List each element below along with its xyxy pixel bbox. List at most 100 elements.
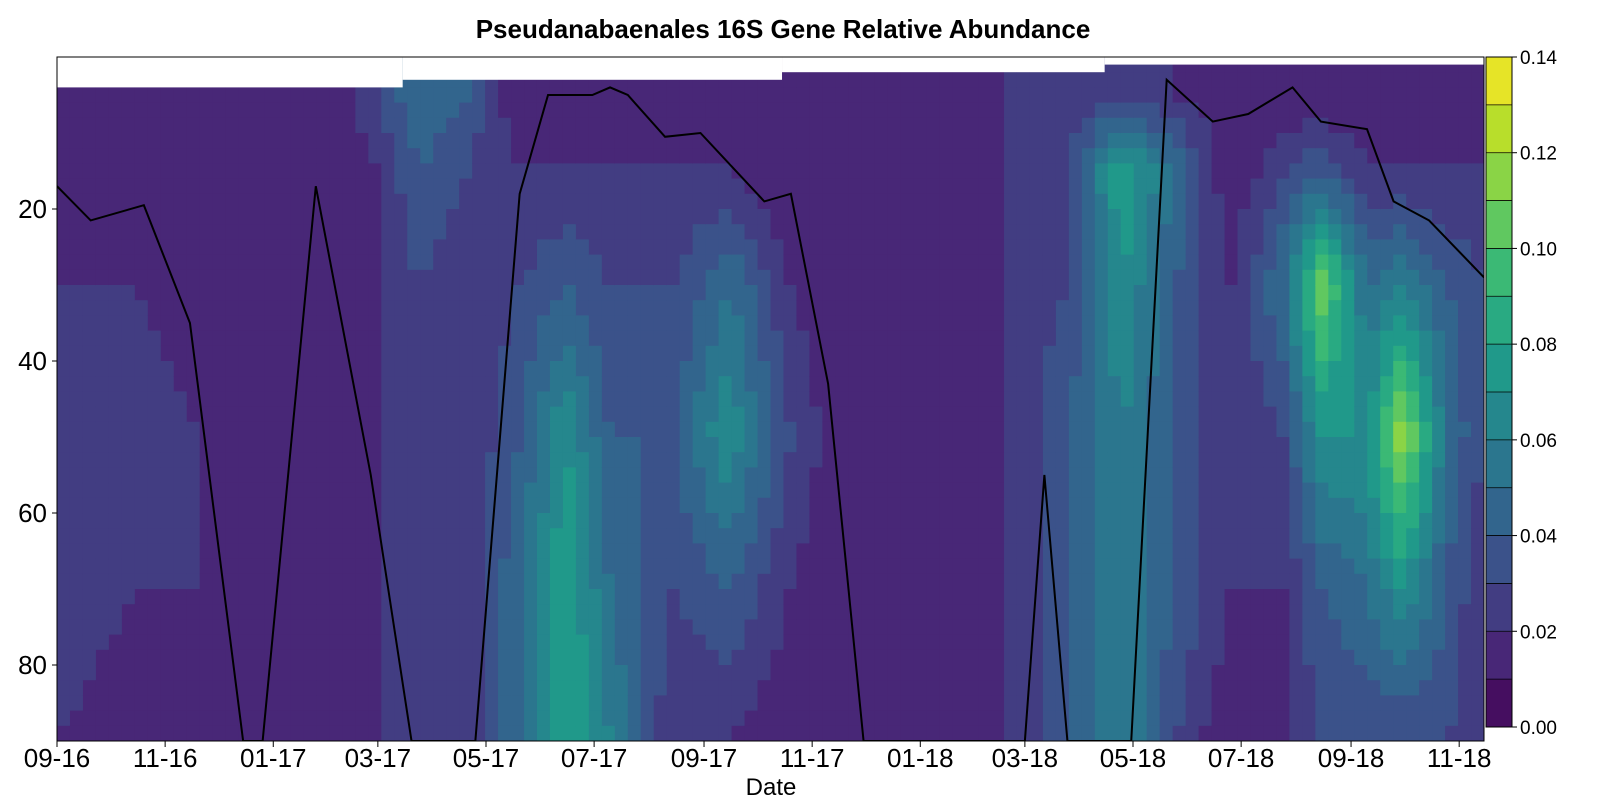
contour-cell (679, 239, 694, 256)
contour-cell (238, 543, 253, 560)
contour-cell (1055, 710, 1070, 727)
contour-cell (1211, 421, 1226, 438)
contour-cell (1380, 72, 1394, 88)
contour-cell (770, 406, 785, 423)
contour-cell (770, 497, 785, 514)
contour-cell (1004, 269, 1018, 286)
contour-cell (731, 178, 746, 195)
contour-cell (342, 725, 356, 741)
contour-cell (225, 178, 240, 195)
contour-cell (251, 589, 266, 605)
contour-cell (69, 300, 84, 316)
contour-cell (1094, 102, 1109, 119)
contour-cell (1341, 543, 1355, 560)
contour-cell (186, 300, 201, 316)
contour-cell (627, 725, 642, 741)
contour-cell (1133, 452, 1148, 468)
contour-cell (342, 254, 356, 271)
contour-cell (407, 209, 421, 225)
contour-cell (965, 376, 979, 392)
contour-cell (796, 710, 811, 727)
contour-cell (1146, 543, 1161, 560)
contour-cell (1341, 361, 1355, 377)
contour-cell (965, 239, 979, 256)
contour-cell (1289, 148, 1303, 164)
contour-cell (511, 573, 525, 590)
contour-cell (290, 513, 305, 529)
contour-cell (69, 391, 84, 408)
contour-cell (160, 558, 175, 575)
contour-cell (666, 649, 681, 666)
contour-cell (1016, 72, 1031, 88)
contour-cell (1133, 72, 1148, 88)
contour-cell (511, 452, 525, 468)
contour-cell (472, 649, 486, 666)
contour-cell (1263, 148, 1278, 164)
contour-cell (160, 467, 175, 484)
contour-cell (913, 467, 927, 484)
contour-cell (601, 391, 616, 408)
contour-cell (1004, 725, 1018, 741)
x-tick-label: 05-18 (1100, 743, 1167, 773)
contour-cell (770, 528, 785, 544)
contour-cell (199, 178, 214, 195)
contour-cell (536, 361, 551, 377)
contour-cell (1172, 87, 1187, 104)
contour-cell (1107, 163, 1122, 180)
contour-cell (887, 437, 901, 453)
contour-cell (770, 315, 785, 332)
contour-cell (913, 543, 927, 560)
contour-cell (1432, 133, 1446, 149)
contour-cell (1432, 695, 1446, 712)
contour-cell (913, 452, 927, 468)
contour-cell (1146, 269, 1161, 286)
contour-cell (1354, 421, 1368, 438)
contour-cell (692, 285, 707, 301)
contour-cell (433, 710, 447, 727)
contour-cell (1471, 482, 1484, 499)
contour-cell (1107, 285, 1122, 301)
contour-cell (1094, 239, 1109, 256)
contour-cell (848, 163, 862, 180)
contour-cell (913, 695, 927, 712)
contour-cell (446, 330, 460, 347)
contour-cell (225, 254, 240, 271)
contour-cell (95, 178, 110, 195)
contour-cell (82, 725, 97, 741)
contour-cell (108, 482, 123, 499)
contour-cell (407, 285, 421, 301)
contour-cell (809, 482, 823, 499)
contour-cell (1276, 543, 1291, 560)
contour-cell (1289, 634, 1303, 651)
contour-cell (718, 665, 733, 681)
contour-cell (1198, 193, 1213, 210)
contour-cell (1458, 72, 1472, 88)
contour-cell (277, 725, 292, 741)
contour-cell (1419, 102, 1433, 119)
contour-cell (134, 209, 149, 225)
contour-cell (1055, 239, 1070, 256)
contour-cell (1445, 269, 1459, 286)
contour-cell (1029, 269, 1044, 286)
contour-cell (835, 725, 849, 741)
contour-cell (848, 72, 862, 88)
contour-cell (446, 528, 460, 544)
contour-cell (57, 254, 71, 271)
contour-cell (1016, 269, 1031, 286)
contour-cell (186, 634, 201, 651)
contour-cell (718, 543, 733, 560)
contour-cell (433, 452, 447, 468)
contour-cell (1276, 376, 1291, 392)
contour-cell (1341, 725, 1355, 741)
contour-cell (1289, 133, 1303, 149)
contour-cell (1094, 178, 1109, 195)
contour-cell (459, 604, 473, 620)
contour-cell (770, 695, 785, 712)
contour-cell (342, 543, 356, 560)
contour-cell (614, 406, 629, 423)
contour-cell (225, 376, 240, 392)
contour-cell (627, 285, 642, 301)
contour-cell (1250, 285, 1265, 301)
contour-cell (290, 163, 305, 180)
contour-cell (1432, 619, 1446, 636)
